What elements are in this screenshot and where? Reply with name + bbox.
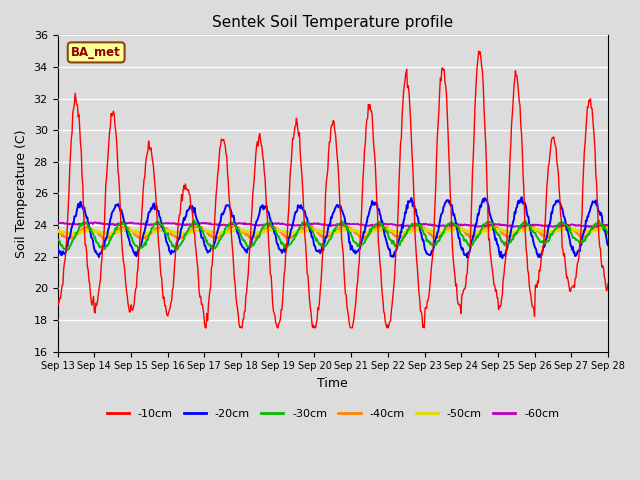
Title: Sentek Soil Temperature profile: Sentek Soil Temperature profile: [212, 15, 453, 30]
Legend: -10cm, -20cm, -30cm, -40cm, -50cm, -60cm: -10cm, -20cm, -30cm, -40cm, -50cm, -60cm: [102, 405, 563, 423]
Y-axis label: Soil Temperature (C): Soil Temperature (C): [15, 129, 28, 258]
Text: BA_met: BA_met: [71, 46, 121, 59]
X-axis label: Time: Time: [317, 377, 348, 390]
